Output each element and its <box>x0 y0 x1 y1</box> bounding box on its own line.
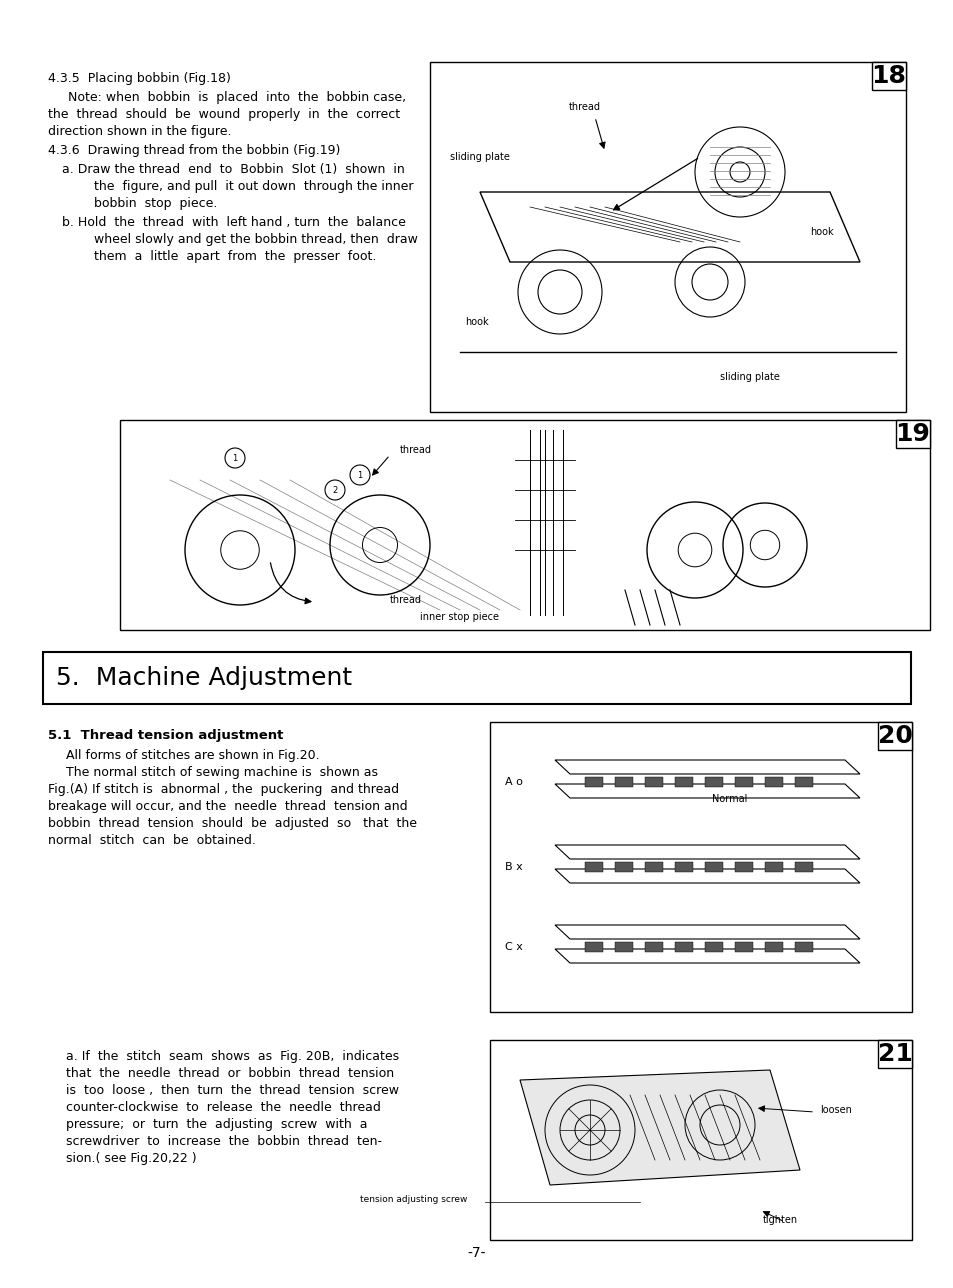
Bar <box>794 862 812 872</box>
Text: C x: C x <box>504 942 522 952</box>
Text: 5.  Machine Adjustment: 5. Machine Adjustment <box>56 666 352 690</box>
Text: 18: 18 <box>871 64 905 88</box>
Bar <box>584 777 602 787</box>
Text: pressure;  or  turn  the  adjusting  screw  with  a: pressure; or turn the adjusting screw wi… <box>66 1118 367 1131</box>
Bar <box>615 942 633 952</box>
Text: loosen: loosen <box>820 1105 851 1115</box>
Bar <box>764 942 782 952</box>
Bar <box>644 777 662 787</box>
Text: the  figure, and pull  it out down  through the inner: the figure, and pull it out down through… <box>78 180 413 193</box>
Text: bobbin  stop  piece.: bobbin stop piece. <box>78 197 217 210</box>
Bar <box>704 777 722 787</box>
Text: sliding plate: sliding plate <box>450 152 509 162</box>
Text: the  thread  should  be  wound  properly  in  the  correct: the thread should be wound properly in t… <box>48 108 399 121</box>
Bar <box>430 62 905 412</box>
Text: normal  stitch  can  be  obtained.: normal stitch can be obtained. <box>48 835 255 848</box>
Text: 20: 20 <box>877 724 911 748</box>
Bar <box>490 1039 911 1240</box>
Text: 21: 21 <box>877 1042 911 1066</box>
Text: thread: thread <box>390 595 421 605</box>
Bar <box>615 777 633 787</box>
Bar <box>871 62 905 90</box>
Text: screwdriver  to  increase  the  bobbin  thread  ten-: screwdriver to increase the bobbin threa… <box>66 1135 381 1148</box>
Bar <box>675 942 692 952</box>
Polygon shape <box>519 1070 800 1185</box>
Text: thread: thread <box>568 102 600 112</box>
Polygon shape <box>555 784 859 799</box>
Bar <box>895 420 929 448</box>
Bar <box>675 777 692 787</box>
Text: -7-: -7- <box>467 1245 486 1260</box>
Text: counter-clockwise  to  release  the  needle  thread: counter-clockwise to release the needle … <box>66 1101 380 1114</box>
Polygon shape <box>555 845 859 859</box>
Text: The normal stitch of sewing machine is  shown as: The normal stitch of sewing machine is s… <box>66 766 377 779</box>
Polygon shape <box>555 949 859 963</box>
Bar <box>120 420 929 630</box>
Bar <box>734 777 752 787</box>
Bar <box>794 942 812 952</box>
Text: Note: when  bobbin  is  placed  into  the  bobbin case,: Note: when bobbin is placed into the bob… <box>68 91 406 104</box>
Text: bobbin  thread  tension  should  be  adjusted  so   that  the: bobbin thread tension should be adjusted… <box>48 817 416 829</box>
Text: thread: thread <box>399 444 432 455</box>
Bar <box>877 723 911 750</box>
Text: wheel slowly and get the bobbin thread, then  draw: wheel slowly and get the bobbin thread, … <box>78 233 417 246</box>
Text: A o: A o <box>504 777 522 787</box>
Text: 4.3.5  Placing bobbin (Fig.18): 4.3.5 Placing bobbin (Fig.18) <box>48 72 231 85</box>
Bar <box>43 652 910 705</box>
Text: a. If  the  stitch  seam  shows  as  Fig. 20B,  indicates: a. If the stitch seam shows as Fig. 20B,… <box>66 1050 398 1063</box>
Bar <box>764 777 782 787</box>
Text: Normal: Normal <box>712 793 747 804</box>
Bar <box>644 942 662 952</box>
Bar <box>877 1039 911 1068</box>
Text: 1: 1 <box>233 453 237 462</box>
Text: them  a  little  apart  from  the  presser  foot.: them a little apart from the presser foo… <box>78 250 376 263</box>
Text: a. Draw the thread  end  to  Bobbin  Slot (1)  shown  in: a. Draw the thread end to Bobbin Slot (1… <box>62 164 404 176</box>
Bar <box>704 942 722 952</box>
Text: tighten: tighten <box>761 1215 797 1225</box>
Bar <box>584 862 602 872</box>
Text: B x: B x <box>504 862 522 872</box>
Text: Fig.(A) If stitch is  abnormal , the  puckering  and thread: Fig.(A) If stitch is abnormal , the puck… <box>48 783 398 796</box>
Bar <box>615 862 633 872</box>
Text: breakage will occur, and the  needle  thread  tension and: breakage will occur, and the needle thre… <box>48 800 407 813</box>
Text: 2: 2 <box>332 486 337 495</box>
Text: 19: 19 <box>895 422 929 446</box>
Bar <box>644 862 662 872</box>
Text: 5.1  Thread tension adjustment: 5.1 Thread tension adjustment <box>48 729 283 742</box>
Text: 1: 1 <box>357 470 362 479</box>
Text: hook: hook <box>809 227 833 237</box>
Bar <box>734 862 752 872</box>
Bar <box>734 942 752 952</box>
Text: tension adjusting screw: tension adjusting screw <box>359 1195 467 1204</box>
Polygon shape <box>555 925 859 939</box>
Text: inner stop piece: inner stop piece <box>419 612 498 622</box>
Text: that  the  needle  thread  or  bobbin  thread  tension: that the needle thread or bobbin thread … <box>66 1066 394 1081</box>
Bar <box>794 777 812 787</box>
Text: direction shown in the figure.: direction shown in the figure. <box>48 125 232 138</box>
Bar <box>675 862 692 872</box>
Bar <box>490 723 911 1012</box>
Text: sliding plate: sliding plate <box>720 372 779 383</box>
Polygon shape <box>555 760 859 774</box>
Bar <box>764 862 782 872</box>
Text: is  too  loose ,  then  turn  the  thread  tension  screw: is too loose , then turn the thread tens… <box>66 1084 398 1097</box>
Bar <box>704 862 722 872</box>
Text: hook: hook <box>464 317 488 327</box>
Text: sion.( see Fig.20,22 ): sion.( see Fig.20,22 ) <box>66 1151 196 1166</box>
Text: All forms of stitches are shown in Fig.20.: All forms of stitches are shown in Fig.2… <box>66 750 319 762</box>
Polygon shape <box>555 869 859 884</box>
Text: 4.3.6  Drawing thread from the bobbin (Fig.19): 4.3.6 Drawing thread from the bobbin (Fi… <box>48 144 340 157</box>
Text: b. Hold  the  thread  with  left hand , turn  the  balance: b. Hold the thread with left hand , turn… <box>62 216 405 229</box>
Bar <box>584 942 602 952</box>
